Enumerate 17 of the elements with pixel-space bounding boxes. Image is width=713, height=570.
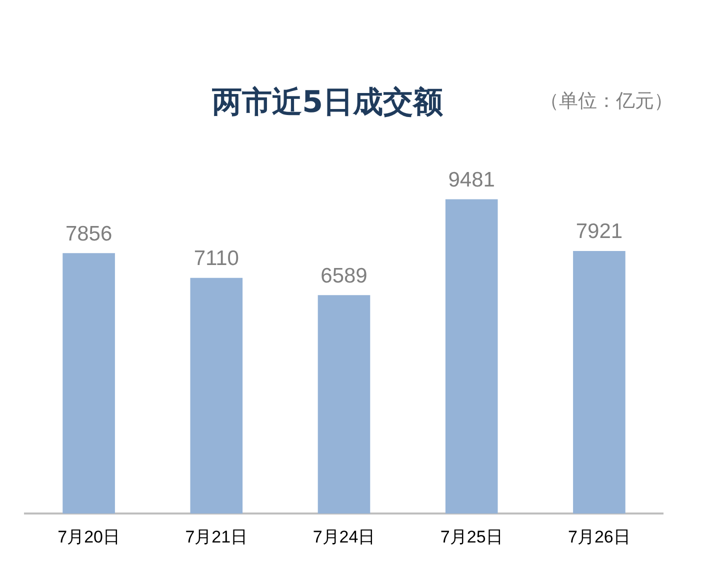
data-label: 6589: [320, 264, 368, 288]
x-tick-label: 7月21日: [185, 527, 248, 546]
bar: [62, 253, 115, 514]
bar: [573, 250, 626, 514]
chart-subtitle: （单位：亿元）: [540, 89, 673, 114]
x-tick-label: 7月26日: [568, 527, 630, 546]
x-tick-label: 7月20日: [58, 527, 120, 546]
x-tick-label: 7月24日: [312, 527, 376, 546]
x-tick-label: 7月25日: [440, 527, 503, 546]
data-label: 7921: [576, 220, 623, 244]
bar: [318, 295, 370, 514]
bar: [190, 278, 243, 514]
data-label: 7856: [65, 222, 112, 246]
data-label: 7110: [194, 247, 239, 270]
chart-title: 两市近5日成交额: [212, 85, 443, 120]
data-label: 9481: [448, 168, 495, 192]
bar: [445, 199, 498, 514]
